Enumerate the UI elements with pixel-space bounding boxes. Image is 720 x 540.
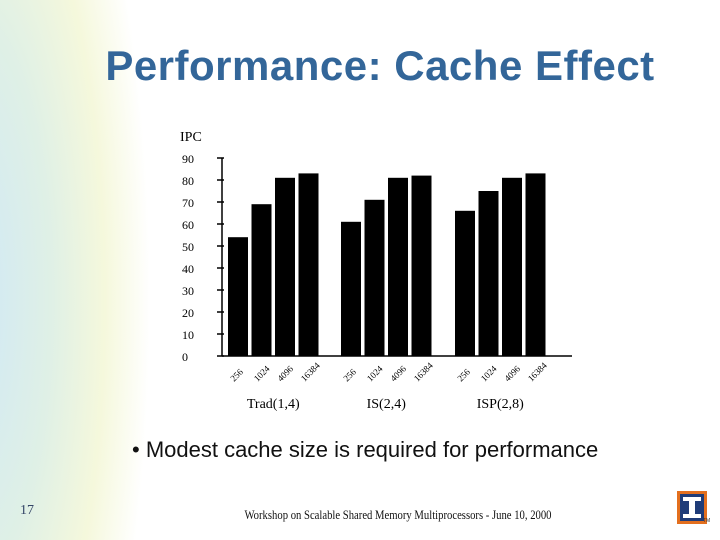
y-tick-label: 80 — [182, 174, 194, 188]
x-tick-label: 16384 — [412, 360, 435, 383]
slide-number: 17 — [20, 503, 34, 518]
y-tick-label: 90 — [182, 152, 194, 166]
bar-16384 — [525, 173, 546, 356]
bar-256 — [455, 210, 475, 356]
bar-16384 — [411, 175, 432, 356]
bar-16384 — [298, 173, 319, 356]
bar-4096 — [275, 177, 295, 356]
bar-1024 — [478, 191, 499, 356]
bar-4096 — [388, 177, 408, 356]
x-tick-label: 4096 — [388, 363, 408, 383]
x-tick-label: 1024 — [479, 363, 499, 383]
y-tick-label: 30 — [182, 284, 194, 298]
x-tick-label: 16384 — [526, 360, 549, 383]
y-tick-label: 0 — [182, 350, 188, 364]
y-tick-label: 50 — [182, 240, 194, 254]
x-tick-label: 16384 — [299, 360, 322, 383]
bar-1024 — [364, 199, 385, 356]
x-tick-label: 256 — [228, 366, 245, 383]
y-tick-label: 60 — [182, 218, 194, 232]
bar-256 — [341, 221, 361, 356]
slide-title: Performance: Cache Effect — [105, 42, 655, 89]
footer-text: Workshop on Scalable Shared Memory Multi… — [244, 507, 552, 522]
x-tick-label: 256 — [455, 366, 472, 383]
y-tick-label: 20 — [182, 306, 194, 320]
y-tick-label: 40 — [182, 262, 194, 276]
bullet-point: • Modest cache size is required for perf… — [132, 437, 599, 462]
y-tick-label: 10 — [182, 328, 194, 342]
logo-trademark: TM — [703, 518, 711, 524]
bar-1024 — [251, 204, 272, 356]
group-label: IS(2,4) — [367, 397, 407, 412]
group-label: Trad(1,4) — [247, 397, 300, 412]
x-tick-label: 256 — [341, 366, 358, 383]
x-tick-label: 1024 — [365, 363, 385, 383]
x-tick-label: 4096 — [502, 363, 522, 383]
x-tick-label: 1024 — [252, 363, 272, 383]
y-tick-label: 70 — [182, 196, 194, 210]
group-label: ISP(2,8) — [477, 397, 524, 412]
x-tick-label: 4096 — [275, 363, 295, 383]
bar-256 — [228, 237, 248, 356]
university-logo — [677, 491, 707, 524]
bar-4096 — [502, 177, 522, 356]
y-axis-label: IPC — [180, 130, 202, 145]
